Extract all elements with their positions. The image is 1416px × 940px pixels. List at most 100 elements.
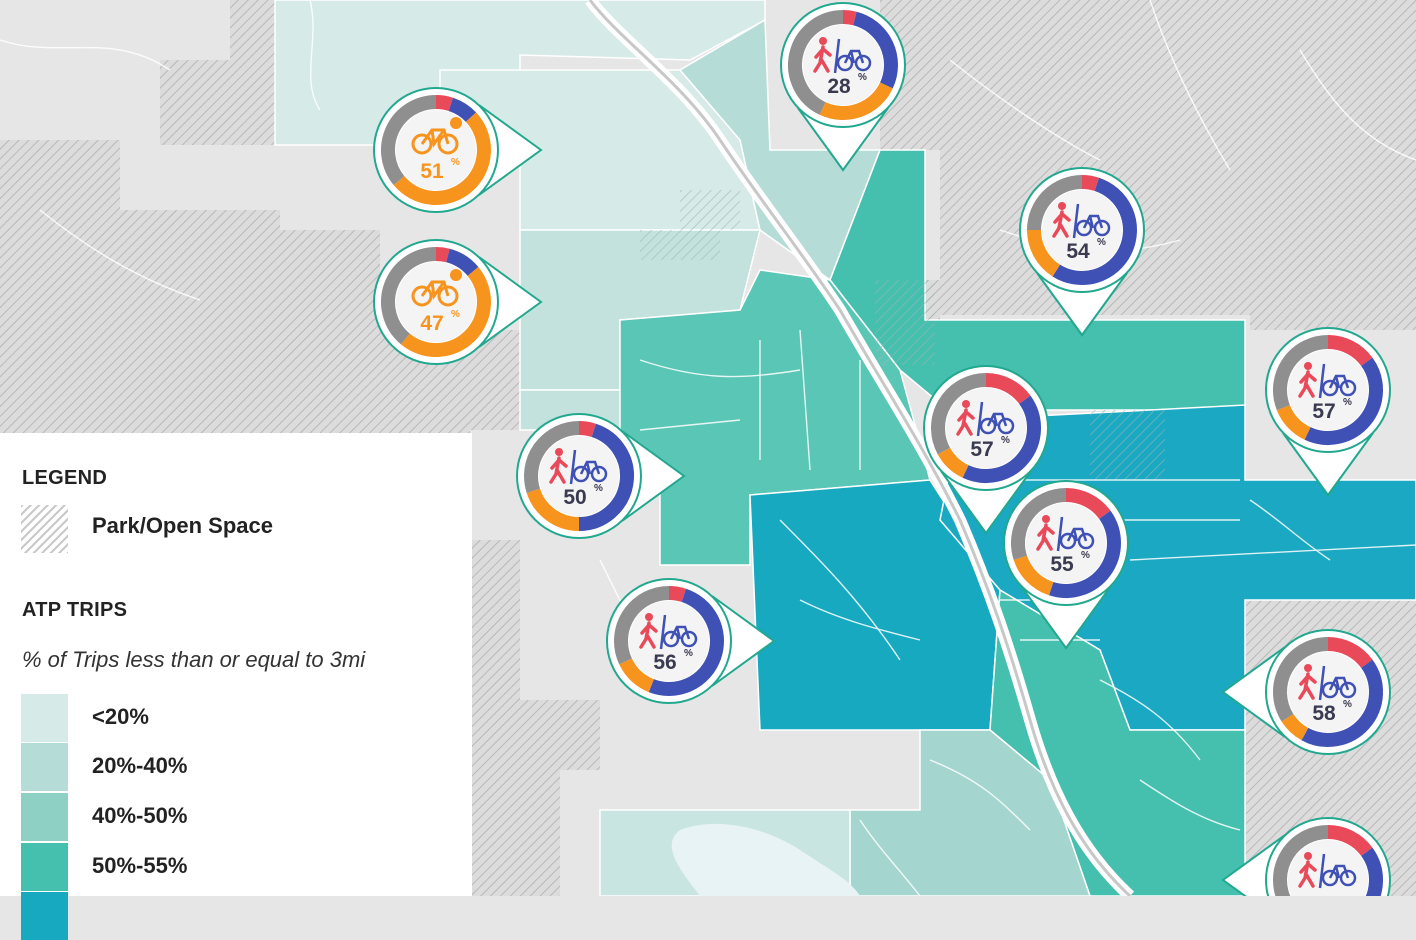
legend-swatch: [21, 694, 68, 742]
pin-percent-sign: %: [684, 648, 693, 659]
donut-segment-ebike: [937, 447, 969, 478]
donut-segment-bike: [852, 11, 898, 89]
pin-percent: 51: [420, 160, 444, 183]
pin-percent: 55: [1050, 553, 1074, 576]
donut-segment-other: [1273, 637, 1329, 722]
trip-share-pin[interactable]: 50%: [516, 413, 686, 539]
pin-percent-sign: %: [858, 72, 867, 83]
legend-swatch: [21, 843, 68, 891]
pin-percent: 56: [653, 651, 676, 674]
donut-segment-other: [1273, 335, 1329, 411]
trip-share-pin[interactable]: [1221, 817, 1391, 896]
donut-segment-other: [381, 247, 437, 345]
pin-center: [396, 110, 476, 190]
donut-segment-other: [614, 586, 670, 665]
legend-subtitle: % of Trips less than or equal to 3mi: [22, 647, 366, 672]
legend-class-label: 40%-50%: [92, 803, 188, 828]
donut-segment-other: [381, 95, 437, 186]
trip-share-pin[interactable]: 28%: [780, 2, 906, 172]
pin-percent: 28: [827, 75, 851, 98]
donut-segment-walk: [1327, 825, 1373, 857]
donut-segment-walk: [1327, 637, 1373, 669]
walk-bike-icon: [1298, 852, 1357, 889]
donut-segment-ebike: [1027, 229, 1061, 277]
legend-title: LEGEND: [22, 467, 108, 489]
donut-segment-walk: [668, 586, 686, 603]
donut-segment-ebike: [1276, 404, 1311, 440]
legend-panel: LEGEND Park/Open Space ATP TRIPS % of Tr…: [0, 433, 472, 940]
donut-segment-bike: [1361, 847, 1383, 896]
walk-bike-icon: [549, 448, 608, 485]
trip-share-pin[interactable]: 58%: [1221, 629, 1391, 755]
legend-swatch: [21, 892, 68, 940]
pin-percent-sign: %: [594, 483, 603, 494]
walk-bike-icon: [639, 613, 698, 650]
walk-bike-icon: [1052, 202, 1111, 239]
highway-centerline: [588, 0, 1132, 896]
pin-percent-sign: %: [1097, 237, 1106, 248]
donut-segment-ebike: [393, 112, 491, 205]
donut-segment-walk: [578, 421, 596, 438]
walk-bike-icon: [956, 400, 1015, 437]
legend-class-label: <20%: [92, 704, 149, 729]
pin-percent: 50: [563, 486, 586, 509]
trip-share-pin[interactable]: 56%: [606, 578, 776, 704]
walk-bike-icon: [813, 37, 872, 74]
walk-bike-icon: [1298, 362, 1357, 399]
ebike-icon: [411, 269, 462, 307]
donut-segment-walk: [842, 10, 857, 26]
trip-share-pin[interactable]: 55%: [1003, 480, 1129, 650]
donut-segment-ebike: [1013, 555, 1054, 596]
donut-segment-bike: [1052, 177, 1137, 285]
trip-share-pin[interactable]: 57%: [1265, 327, 1391, 497]
map-canvas[interactable]: 28 %51 %47 %54 %57 %57 %50 %55 %56 %58%: [0, 0, 1416, 896]
donut-segment-walk: [985, 373, 1031, 405]
trip-share-pin[interactable]: 51%: [373, 87, 543, 213]
donut-segment-ebike: [1281, 713, 1309, 741]
park-swatch: [21, 505, 68, 553]
walk-bike-icon: [1036, 515, 1095, 552]
trip-share-pin[interactable]: 57%: [923, 365, 1049, 535]
pin-percent: 57: [1312, 400, 1335, 423]
pins-layer: 28 %51 %47 %54 %57 %57 %50 %55 %56 %58%: [373, 2, 1391, 896]
donut-segment-bike: [445, 248, 479, 277]
pin-percent-sign: %: [1343, 397, 1352, 408]
ebike-icon: [411, 117, 462, 155]
pin-center: [396, 262, 476, 342]
donut-segment-bike: [648, 588, 724, 696]
pin-percent-sign: %: [1001, 435, 1010, 446]
donut-segment-other: [1011, 488, 1067, 560]
pin-percent: 54: [1066, 240, 1090, 263]
donut-segment-ebike: [526, 488, 580, 531]
donut-segment-other: [1027, 175, 1083, 231]
trip-share-pin[interactable]: 54%: [1019, 167, 1145, 337]
atp-title: ATP TRIPS: [22, 599, 128, 621]
donut-segment-bike: [962, 395, 1041, 483]
pin-percent-sign: %: [1343, 699, 1352, 710]
donut-segment-other: [524, 421, 580, 493]
donut-segment-ebike: [819, 82, 893, 120]
donut-segment-walk: [1065, 488, 1111, 520]
donut-segment-bike: [448, 97, 477, 123]
pin-percent-sign: %: [451, 309, 460, 320]
pin-percent-sign: %: [1081, 550, 1090, 561]
donut-segment-walk: [1081, 175, 1099, 192]
pin-percent: 57: [970, 438, 993, 461]
donut-segment-walk: [435, 247, 450, 263]
pin-percent-sign: %: [451, 157, 460, 168]
donut-segment-bike: [578, 423, 634, 531]
donut-segment-other: [788, 10, 844, 115]
pin-percent: 47: [420, 312, 443, 335]
donut-segment-other: [1273, 825, 1329, 896]
donut-segment-walk: [435, 95, 453, 112]
legend-class-label: 20%-40%: [92, 753, 188, 778]
zone-20-40: [849, 729, 1091, 896]
park-label: Park/Open Space: [92, 513, 273, 538]
pin-percent: 58: [1312, 702, 1336, 725]
legend-swatch: [21, 743, 68, 791]
trip-share-pin[interactable]: 47%: [373, 239, 543, 365]
donut-segment-ebike: [619, 658, 655, 693]
walk-bike-icon: [1298, 664, 1357, 701]
donut-segment-bike: [1301, 659, 1383, 747]
donut-segment-bike: [1304, 357, 1383, 445]
